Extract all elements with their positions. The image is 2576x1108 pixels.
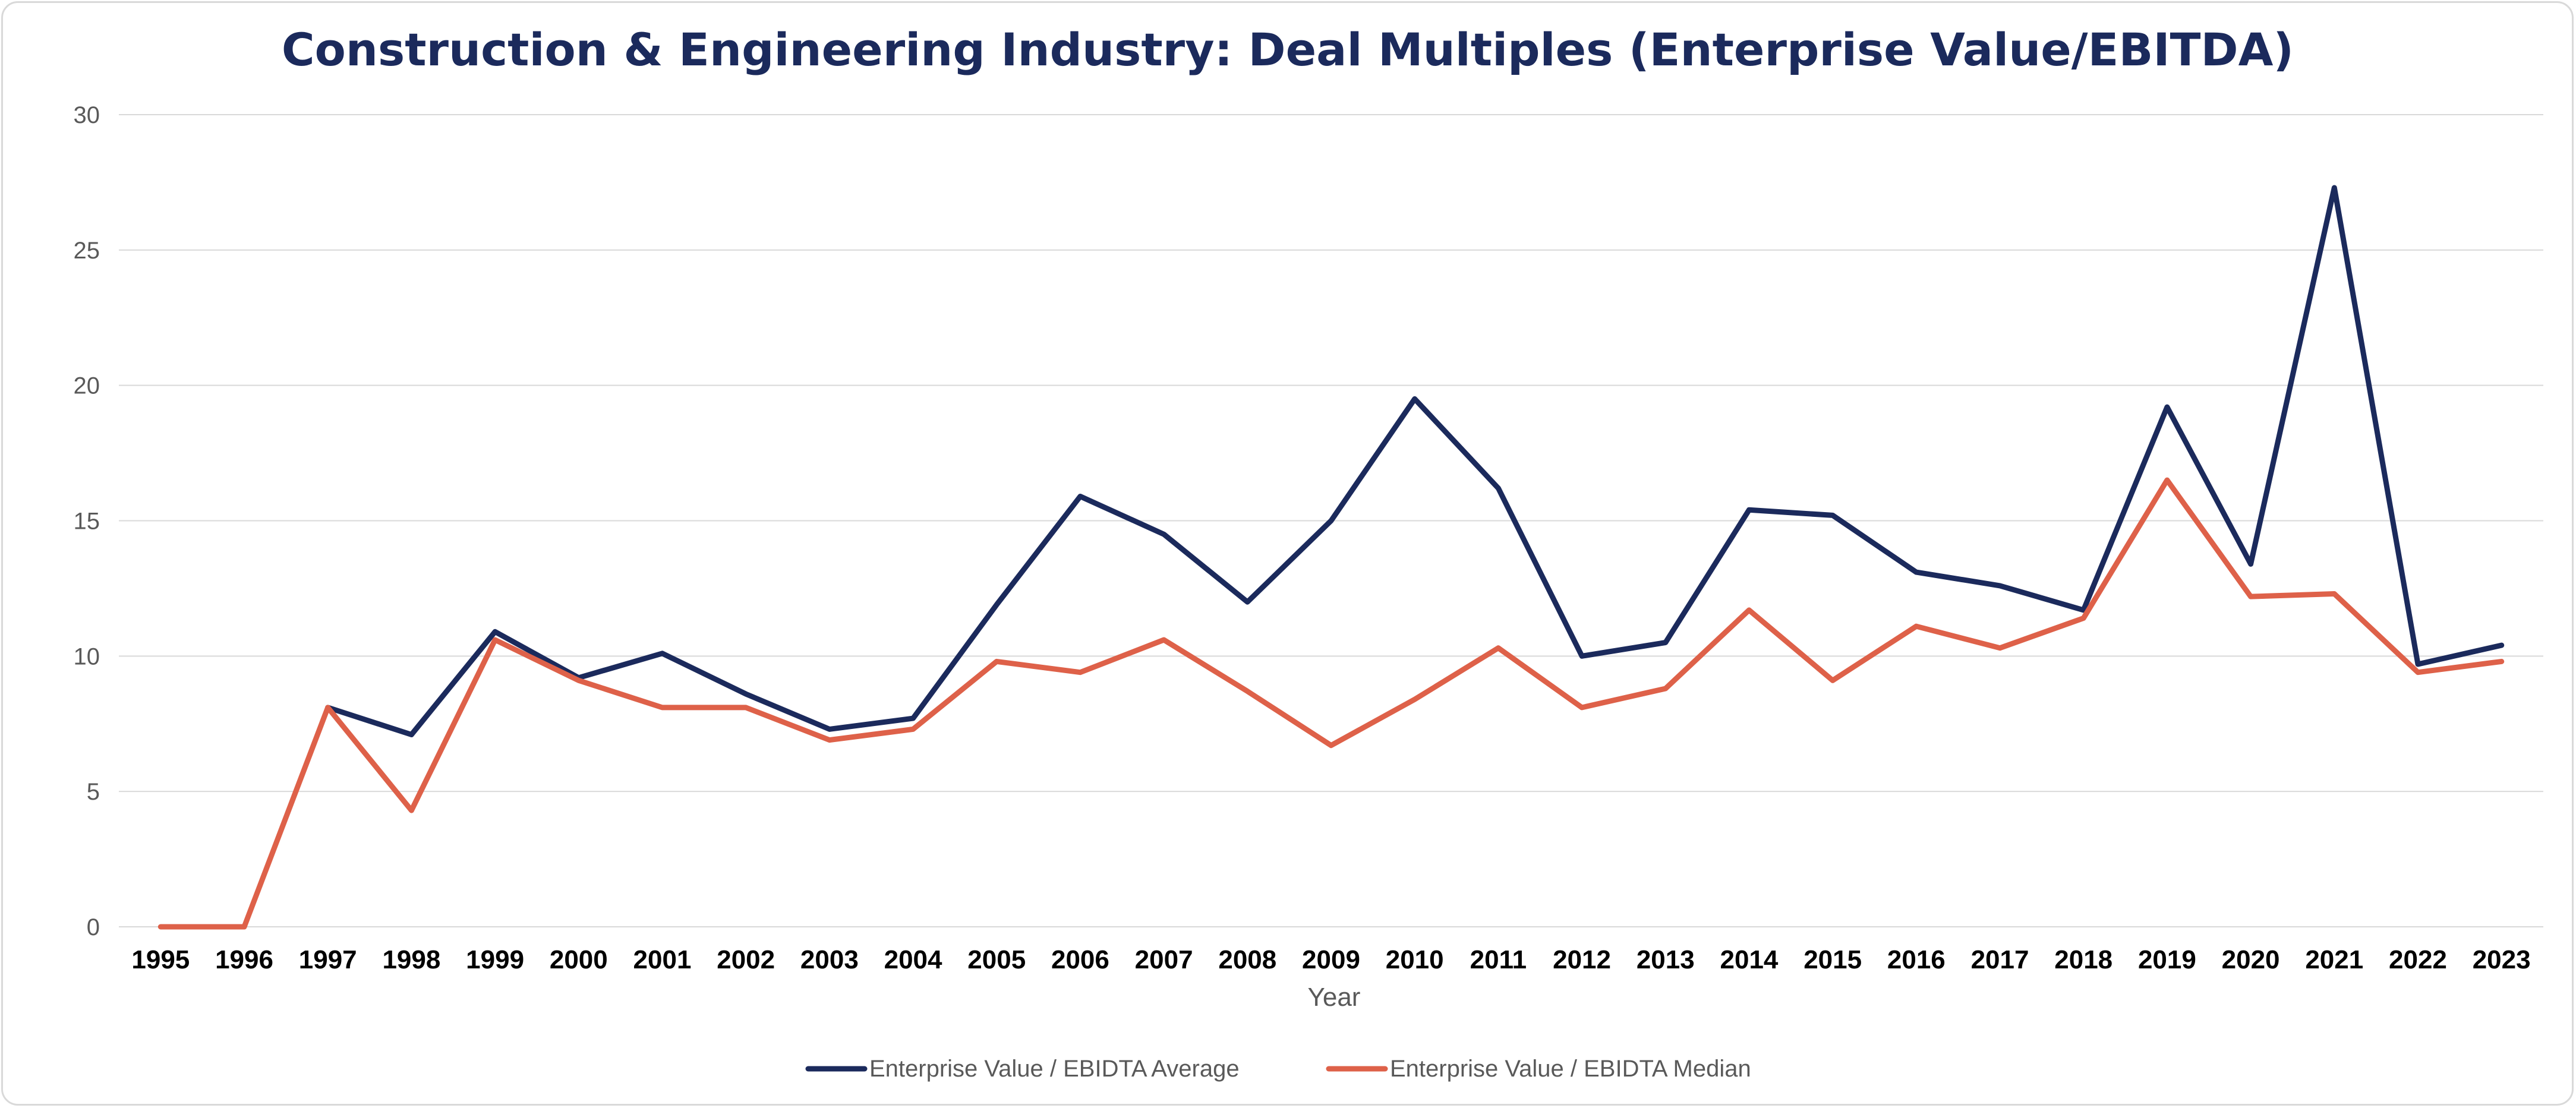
legend-label: Enterprise Value / EBIDTA Average: [869, 1056, 1240, 1082]
x-tick-label: 2000: [550, 945, 608, 974]
legend-label: Enterprise Value / EBIDTA Median: [1390, 1056, 1751, 1082]
y-tick-label: 0: [87, 914, 100, 940]
y-tick-label: 10: [74, 643, 100, 670]
x-axis-label: Year: [1308, 983, 1361, 1012]
x-tick-label: 2002: [717, 945, 775, 974]
x-tick-label: 2010: [1386, 945, 1444, 974]
y-tick-label: 25: [74, 238, 100, 264]
series-lines: [157, 185, 2505, 930]
legend: Enterprise Value / EBIDTA Average Enterpr…: [805, 1056, 1751, 1082]
x-tick-label: 2023: [2473, 945, 2531, 974]
x-tick-label: 2012: [1553, 945, 1611, 974]
x-tick-label: 1998: [382, 945, 440, 974]
series-line-median: [157, 477, 2505, 930]
y-tick-label: 5: [87, 779, 100, 805]
y-tick-label: 15: [74, 509, 100, 535]
x-tick-label: 2021: [2305, 945, 2363, 974]
x-tick-label: 2006: [1051, 945, 1109, 974]
x-tick-label: 2017: [1971, 945, 2029, 974]
x-tick-label: 2009: [1302, 945, 1360, 974]
x-tick-label: 1999: [466, 945, 524, 974]
x-tick-label: 2019: [2138, 945, 2196, 974]
x-tick-label: 2016: [1887, 945, 1946, 974]
series-line-average: [325, 185, 2505, 737]
x-tick-label: 2020: [2222, 945, 2280, 974]
x-tick-label: 2013: [1637, 945, 1695, 974]
x-tick-label: 2001: [633, 945, 692, 974]
x-axis-ticks: 1995 1996 1997 1998 1999 2000 2001 2002 2003 2004…: [131, 945, 2530, 974]
x-tick-label: 2005: [967, 945, 1026, 974]
x-tick-label: 1996: [215, 945, 273, 974]
x-tick-label: 2008: [1218, 945, 1276, 974]
y-tick-label: 30: [74, 102, 100, 128]
x-tick-label: 1995: [131, 945, 190, 974]
x-tick-label: 2007: [1135, 945, 1193, 974]
y-axis-ticks: 0 5 10 15 20 25 30: [74, 102, 100, 940]
x-tick-label: 2011: [1470, 945, 1527, 974]
x-tick-label: 2014: [1720, 945, 1779, 974]
x-tick-label: 2003: [800, 945, 859, 974]
chart-title: Construction & Engineering Industry: Dea…: [282, 23, 2294, 76]
x-tick-label: 2022: [2389, 945, 2447, 974]
x-tick-label: 2015: [1803, 945, 1862, 974]
x-tick-label: 2018: [2054, 945, 2112, 974]
x-tick-label: 2004: [884, 945, 942, 974]
gridlines: [119, 114, 2543, 927]
x-tick-label: 1997: [299, 945, 357, 974]
y-tick-label: 20: [74, 373, 100, 399]
